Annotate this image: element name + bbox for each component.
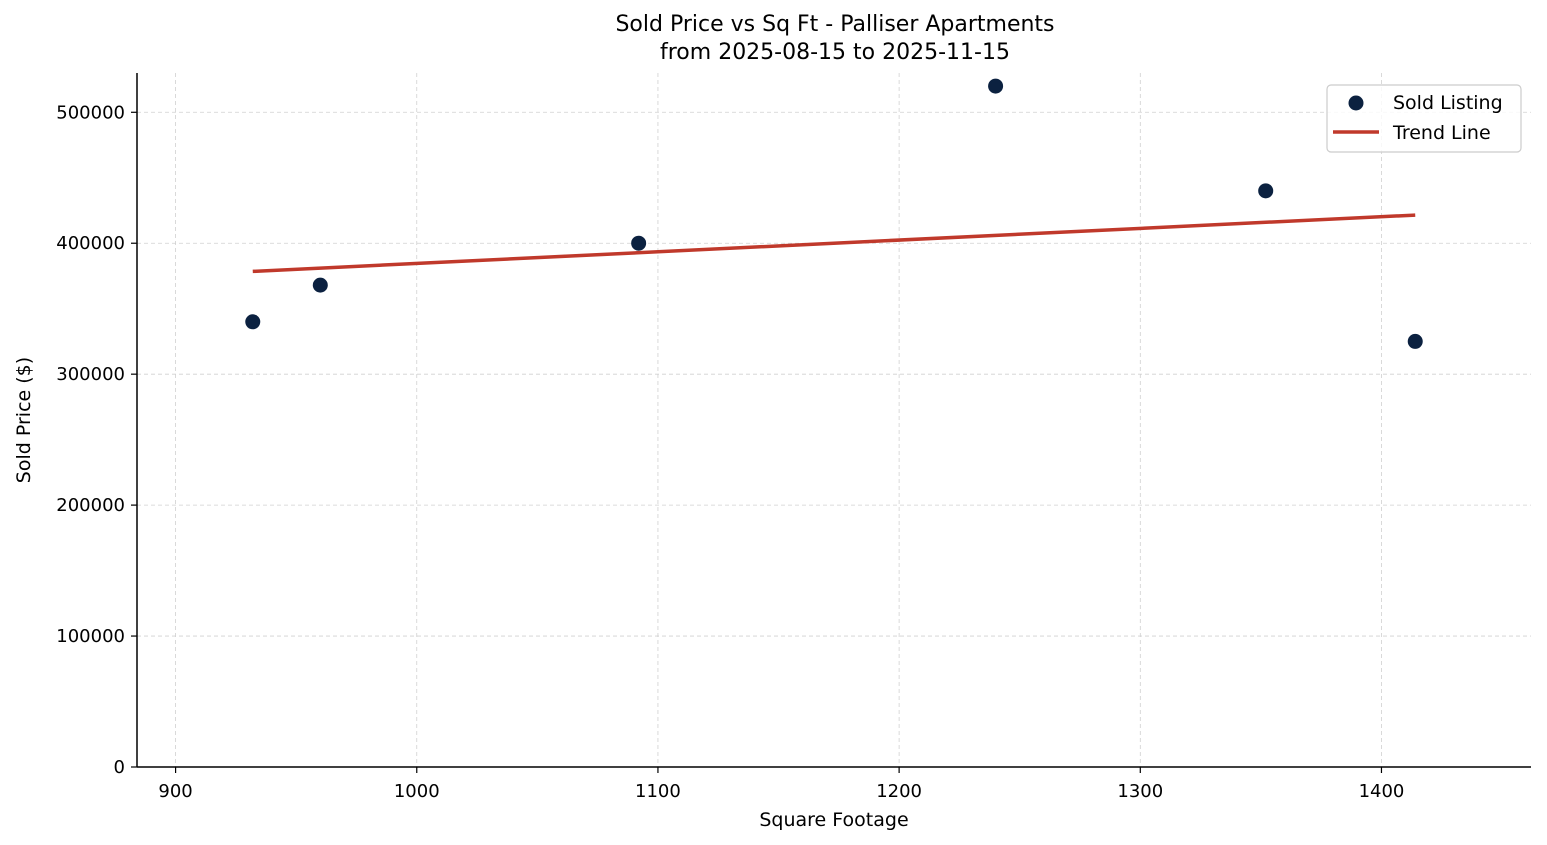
y-tick-label: 0 <box>114 757 125 778</box>
trend-line <box>252 213 1416 274</box>
axes: 900 1000 1100 1200 1300 1400 0 100000 200000 3000… <box>56 73 1531 802</box>
data-point <box>1407 333 1423 349</box>
x-tick-label: 1300 <box>1117 781 1163 802</box>
plot-area <box>245 78 1423 349</box>
x-axis-label: Square Footage <box>759 809 908 831</box>
y-tick-label: 100000 <box>56 626 125 647</box>
y-tick-label: 300000 <box>56 364 125 385</box>
scatter-marker-icon <box>1348 95 1364 111</box>
y-tick-label: 200000 <box>56 495 125 516</box>
x-tick-label: 1400 <box>1359 781 1405 802</box>
y-tick-label: 400000 <box>56 233 125 254</box>
data-point <box>1258 183 1274 199</box>
legend-box <box>1326 84 1522 153</box>
chart-title: Sold Price vs Sq Ft - Palliser Apartment… <box>615 12 1055 37</box>
data-point <box>988 78 1004 94</box>
grid-lines <box>137 73 1531 768</box>
y-axis-label: Sold Price ($) <box>13 357 35 483</box>
data-point <box>245 314 261 330</box>
x-tick-label: 1100 <box>635 781 681 802</box>
chart-subtitle: from 2025-08-15 to 2025-11-15 <box>660 40 1010 65</box>
data-point <box>631 235 647 251</box>
x-tick-label: 1000 <box>394 781 440 802</box>
legend: Sold Listing Trend Line <box>1326 84 1522 153</box>
x-tick-label: 900 <box>158 781 192 802</box>
legend-label-sold-listing: Sold Listing <box>1393 92 1503 114</box>
x-tick-label: 1200 <box>876 781 922 802</box>
y-tick-label: 500000 <box>56 102 125 123</box>
legend-label-trend-line: Trend Line <box>1392 122 1491 144</box>
data-point <box>312 277 328 293</box>
